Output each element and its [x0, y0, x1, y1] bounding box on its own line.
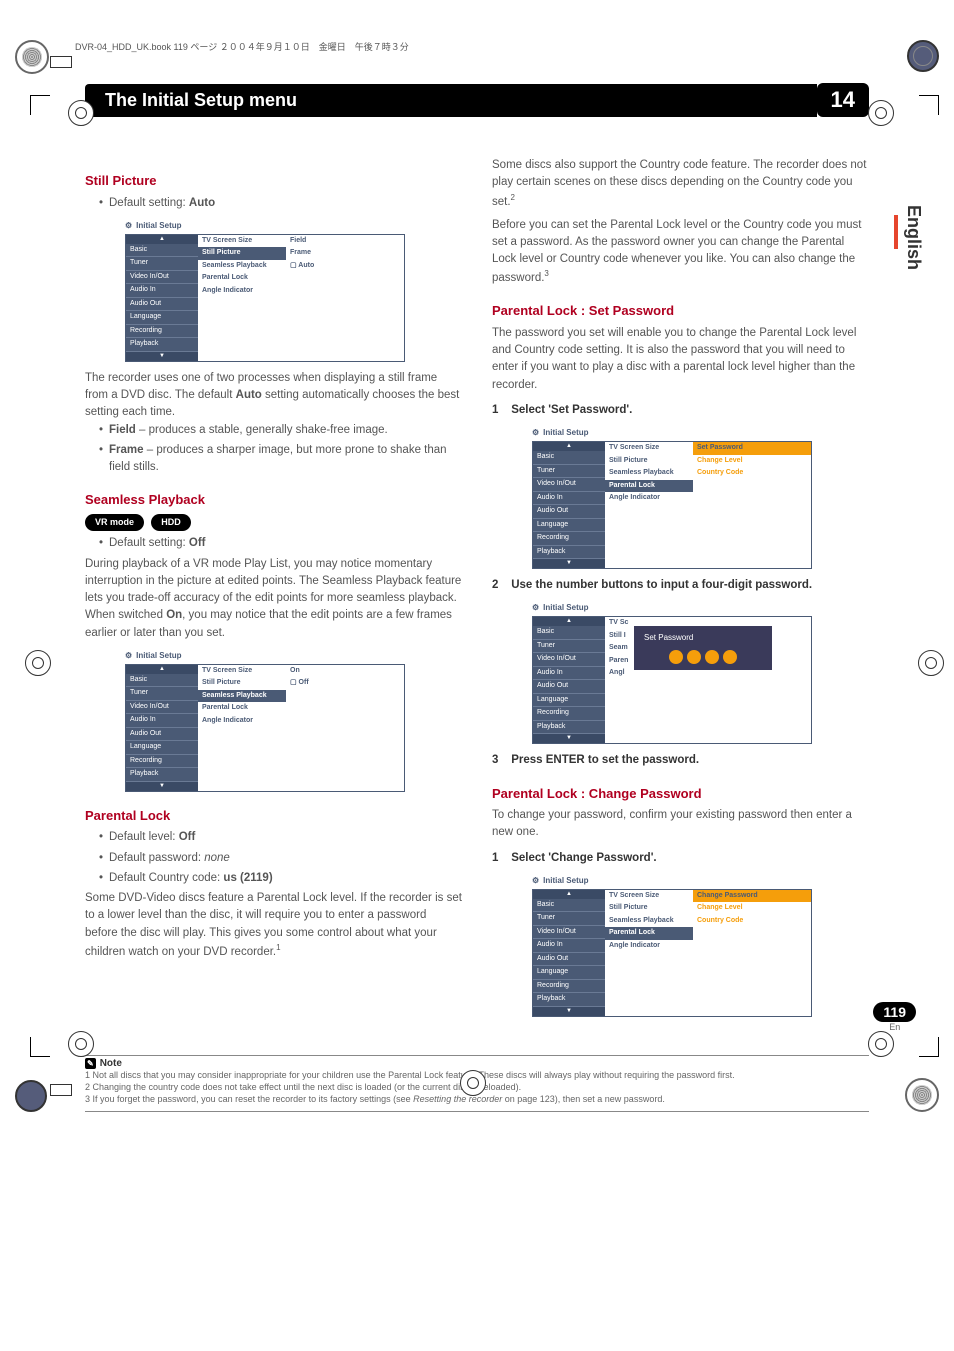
step-3: 3 Press ENTER to set the password. — [492, 752, 869, 769]
side-language-label: English — [903, 205, 924, 270]
parental-paragraph: Some DVD-Video discs feature a Parental … — [85, 890, 462, 961]
reg-rect-tl — [50, 56, 72, 68]
password-input-thumb: ⚙Initial Setup ▲BasicTunerVideo In/OutAu… — [532, 602, 869, 744]
reg-target-tr — [868, 100, 894, 126]
left-column: Still Picture Default setting: Auto ⚙Ini… — [85, 157, 462, 1025]
lang-accent-bar — [894, 215, 898, 249]
reg-target-tl — [68, 100, 94, 126]
chapter-title: The Initial Setup menu — [85, 84, 817, 117]
seamless-menu-thumb: ⚙Initial Setup ▲BasicTunerVideo In/OutAu… — [125, 650, 462, 792]
chapter-title-bar: The Initial Setup menu 14 — [85, 83, 869, 117]
crop-mark — [919, 95, 939, 115]
parental-pw-line: Default password: none — [99, 850, 462, 867]
parental-level-line: Default level: Off — [99, 829, 462, 846]
right-column: Some discs also support the Country code… — [492, 157, 869, 1025]
reg-target-ml — [25, 650, 51, 676]
field-bullet: Field – produces a stable, generally sha… — [99, 422, 462, 439]
reg-mark-tr — [907, 40, 939, 72]
still-picture-heading: Still Picture — [85, 171, 462, 191]
crop-mark — [919, 1037, 939, 1057]
page-lang: En — [873, 1022, 916, 1032]
crop-mark — [30, 1037, 50, 1057]
reg-target-bl — [68, 1031, 94, 1057]
parental-cc-line: Default Country code: us (2119) — [99, 870, 462, 887]
set-password-paragraph: The password you set will enable you to … — [492, 325, 869, 394]
password-overlay: Set Password — [633, 625, 773, 671]
book-header-line: DVR-04_HDD_UK.book 119 ページ ２００４年９月１０日 金曜… — [75, 40, 869, 53]
change-password-menu-thumb: ⚙Initial Setup ▲BasicTunerVideo In/OutAu… — [532, 875, 869, 1017]
note-icon: ✎ — [85, 1058, 96, 1069]
change-step-1: 1 Select 'Change Password'. — [492, 850, 869, 867]
reg-mark-tl — [15, 40, 49, 74]
still-default-line: Default setting: Auto — [99, 195, 462, 212]
parental-lock-heading: Parental Lock — [85, 806, 462, 826]
seamless-default-line: Default setting: Off — [99, 535, 462, 552]
country-code-p1: Some discs also support the Country code… — [492, 157, 869, 211]
menu-left-list: ▲BasicTunerVideo In/OutAudio InAudio Out… — [126, 235, 198, 361]
frame-bullet: Frame – produces a sharper image, but mo… — [99, 442, 462, 477]
change-password-paragraph: To change your password, confirm your ex… — [492, 807, 869, 842]
hdd-badge: HDD — [151, 514, 191, 532]
change-password-heading: Parental Lock : Change Password — [492, 784, 869, 804]
seamless-paragraph: During playback of a VR mode Play List, … — [85, 556, 462, 642]
step-2: 2 Use the number buttons to input a four… — [492, 577, 869, 594]
reg-mark-br — [905, 1078, 939, 1112]
reg-rect-bl — [50, 1084, 72, 1096]
still-paragraph: The recorder uses one of two processes w… — [85, 370, 462, 422]
page-number-block: 119 En — [873, 1002, 916, 1032]
reg-target-bc — [460, 1070, 486, 1096]
crop-mark — [30, 95, 50, 115]
country-code-p2: Before you can set the Parental Lock lev… — [492, 217, 869, 288]
set-password-heading: Parental Lock : Set Password — [492, 301, 869, 321]
reg-target-br — [868, 1031, 894, 1057]
note-heading: ✎ Note — [85, 1055, 869, 1069]
reg-target-mr — [918, 650, 944, 676]
set-password-menu-thumb: ⚙Initial Setup ▲BasicTunerVideo In/OutAu… — [532, 427, 869, 569]
step-1: 1 Select 'Set Password'. — [492, 402, 869, 419]
page-number: 119 — [873, 1002, 916, 1022]
vr-mode-badge: VR mode — [85, 514, 144, 532]
still-picture-menu-thumb: ⚙Initial Setup ▲BasicTunerVideo In/OutAu… — [125, 220, 462, 362]
reg-mark-bl — [15, 1080, 47, 1112]
seamless-heading: Seamless Playback — [85, 490, 462, 510]
chapter-number: 14 — [817, 83, 869, 117]
